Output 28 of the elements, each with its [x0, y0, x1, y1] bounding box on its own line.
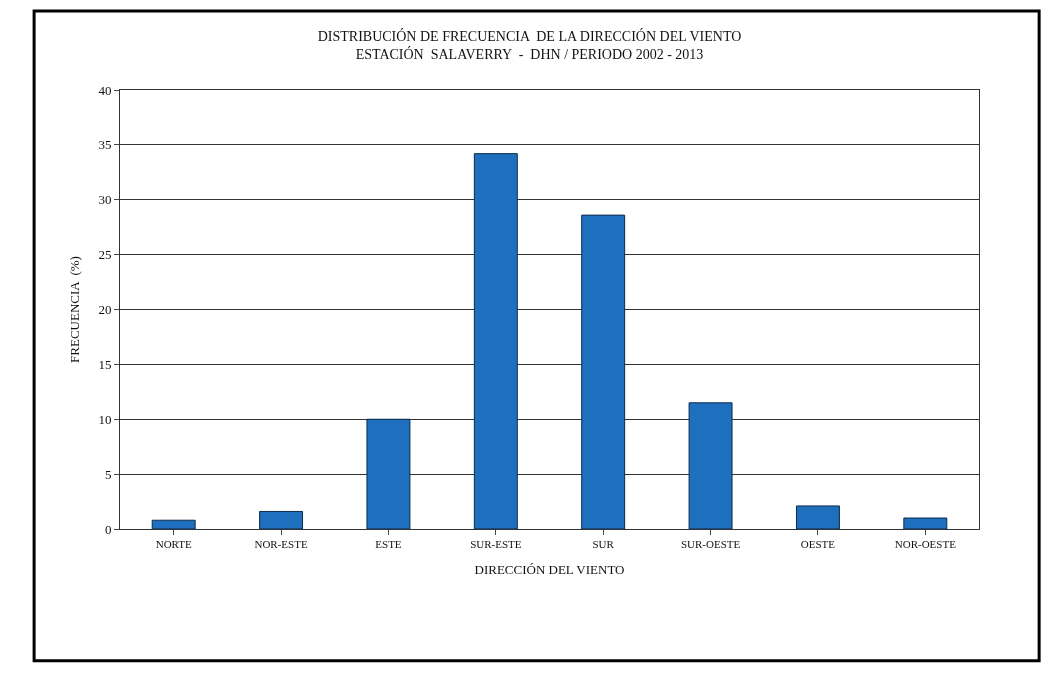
bar: [366, 418, 411, 529]
y-tick-label: 5: [104, 466, 112, 482]
y-tick-label: 40: [98, 82, 112, 98]
x-tick-label: NOR-OESTE: [894, 538, 957, 551]
y-tick-label: 20: [98, 302, 112, 318]
y-tick-label: 0: [104, 521, 112, 537]
y-tick-label: 35: [98, 137, 112, 153]
y-axis-title: FRECUENCIA (%): [67, 256, 83, 363]
bar: [259, 510, 304, 529]
bar: [795, 505, 840, 529]
x-tick-label: SUR: [592, 538, 615, 551]
y-tick-label: 25: [98, 247, 112, 263]
x-tick-label: NOR-ESTE: [254, 538, 308, 551]
bar: [473, 153, 518, 529]
bar: [903, 517, 948, 529]
x-axis-title: DIRECCIÓN DEL VIENTO: [474, 561, 625, 577]
x-tick-label: SUR-ESTE: [470, 538, 522, 551]
x-tick-label: OESTE: [800, 538, 836, 551]
x-tick-label: SUR-OESTE: [680, 538, 741, 551]
bar: [688, 402, 733, 529]
chart-title: DISTRIBUCIÓN DE FRECUENCIA DE LA DIRECCIÓN DEL VIENTO ESTACIÓN SALAVERRY - DHN / PERIODO 2002 - 2013: [317, 27, 742, 62]
y-tick-label: 30: [98, 192, 112, 208]
x-tick-label: ESTE: [375, 538, 402, 551]
y-tick-label: 15: [98, 356, 112, 372]
bar: [151, 519, 196, 529]
y-tick-label: 10: [98, 411, 112, 427]
x-tick-label: NORTE: [155, 538, 192, 551]
bar: [581, 214, 626, 529]
